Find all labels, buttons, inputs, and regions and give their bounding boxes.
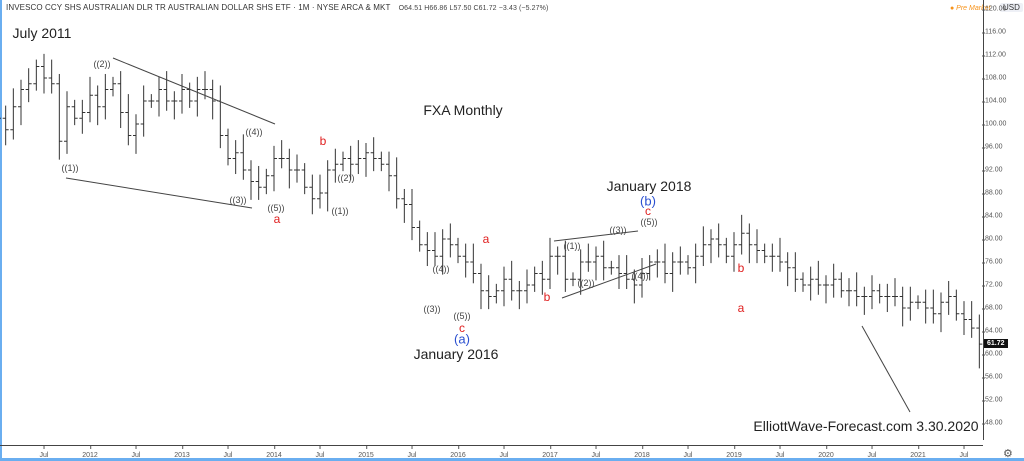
y-tick-label: 68.00	[982, 304, 1003, 312]
x-tick-label: 2019	[726, 446, 742, 459]
chart-title: FXA Monthly	[423, 102, 503, 118]
x-tick-label: 2012	[82, 446, 98, 459]
y-tick-label: 72.00	[982, 281, 1003, 289]
wave-label: ((2))	[577, 278, 595, 288]
jan2018-label: January 2018	[606, 178, 692, 194]
wave-label: ((5))	[640, 217, 658, 227]
x-tick-label: 2020	[818, 446, 834, 459]
x-tick-label: 2014	[266, 446, 282, 459]
y-tick-label: 76.00	[982, 258, 1003, 266]
wave-label: c	[459, 321, 465, 335]
y-tick-label: 120.00	[981, 5, 1007, 13]
y-tick-label: 64.00	[982, 327, 1003, 335]
x-tick-label: Jul	[407, 446, 417, 459]
symbol-header: INVESCO CCY SHS AUSTRALIAN DLR TR AUSTRA…	[6, 3, 548, 12]
wave-label: ((2))	[337, 173, 355, 183]
y-tick-label: 108.00	[981, 74, 1007, 82]
premarket-indicator: ● Pre Market	[950, 5, 991, 12]
jan2016-label: January 2016	[413, 346, 499, 362]
wave-label: ((4))	[245, 127, 263, 137]
x-tick-label: Jul	[131, 446, 141, 459]
wave-label: ((2))	[93, 59, 111, 69]
wave-label: ((3))	[423, 304, 441, 314]
y-tick-label: 48.00	[982, 419, 1003, 427]
wave-label: ((1))	[563, 241, 581, 251]
y-tick-label: 96.00	[982, 143, 1003, 151]
x-tick-label: Jul	[499, 446, 509, 459]
wave-label: b	[543, 290, 551, 304]
x-tick-label: Jul	[959, 446, 969, 459]
wave-label: ((3))	[229, 195, 247, 205]
wave-label: (a)	[454, 331, 470, 347]
x-tick-label: Jul	[223, 446, 233, 459]
last-price-badge: 61.72	[984, 339, 1008, 348]
x-axis-line	[0, 445, 983, 446]
y-tick-label: 100.00	[981, 120, 1007, 128]
symbol-description: INVESCO CCY SHS AUSTRALIAN DLR TR AUSTRA…	[6, 3, 391, 12]
y-tick-label: 92.00	[982, 166, 1003, 174]
x-tick-label: Jul	[683, 446, 693, 459]
wave-label: ((5))	[267, 203, 285, 213]
currency-label[interactable]: USD	[1000, 3, 1023, 12]
y-tick-label: 60.00	[982, 350, 1003, 358]
wave-label: (b)	[640, 193, 656, 209]
y-tick-label: 112.00	[982, 51, 1006, 59]
x-tick-label: Jul	[39, 446, 49, 459]
x-tick-label: Jul	[315, 446, 325, 459]
x-tick-label: 2017	[542, 446, 558, 459]
wave-label: ((5))	[453, 311, 471, 321]
wave-label: ((4))	[631, 271, 649, 281]
x-tick-label: 2018	[634, 446, 650, 459]
wave-label: b	[737, 261, 745, 275]
x-tick-label: Jul	[591, 446, 601, 459]
y-tick-label: 88.00	[982, 189, 1003, 197]
gear-icon[interactable]: ⚙	[1003, 448, 1013, 460]
y-tick-label: 52.00	[982, 396, 1003, 404]
wave-label: ((1))	[331, 206, 349, 216]
x-tick-label: Jul	[775, 446, 785, 459]
wave-label: ((4))	[432, 264, 450, 274]
wave-label: c	[645, 204, 651, 218]
y-tick-label: 56.00	[982, 373, 1003, 381]
x-tick-label: Jul	[867, 446, 877, 459]
wave-label: a	[482, 232, 490, 246]
wave-label: ((3))	[609, 225, 627, 235]
x-tick-label: 2021	[910, 446, 926, 459]
x-tick-label: 2016	[450, 446, 466, 459]
wave-label: a	[737, 301, 745, 315]
ohlc-values: O64.51 H66.86 L57.50 C61.72 −3.43 (−5.27…	[398, 5, 549, 12]
y-axis-line	[983, 0, 984, 440]
x-tick-label: 2015	[358, 446, 374, 459]
x-tick-label: 2013	[174, 446, 190, 459]
y-tick-label: 80.00	[982, 235, 1003, 243]
y-tick-label: 104.00	[981, 97, 1007, 105]
start-date-label: July 2011	[12, 25, 72, 41]
wave-label: ((1))	[61, 163, 79, 173]
wave-label: a	[273, 212, 281, 226]
price-chart[interactable]	[0, 0, 983, 445]
wave-label: b	[319, 134, 327, 148]
y-tick-label: 84.00	[982, 212, 1003, 220]
watermark-label: ElliottWave-Forecast.com 3.30.2020	[753, 418, 979, 434]
y-tick-label: 116.00	[982, 28, 1006, 36]
